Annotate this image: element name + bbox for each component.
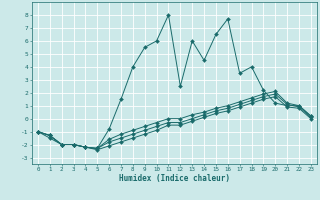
X-axis label: Humidex (Indice chaleur): Humidex (Indice chaleur)	[119, 174, 230, 183]
